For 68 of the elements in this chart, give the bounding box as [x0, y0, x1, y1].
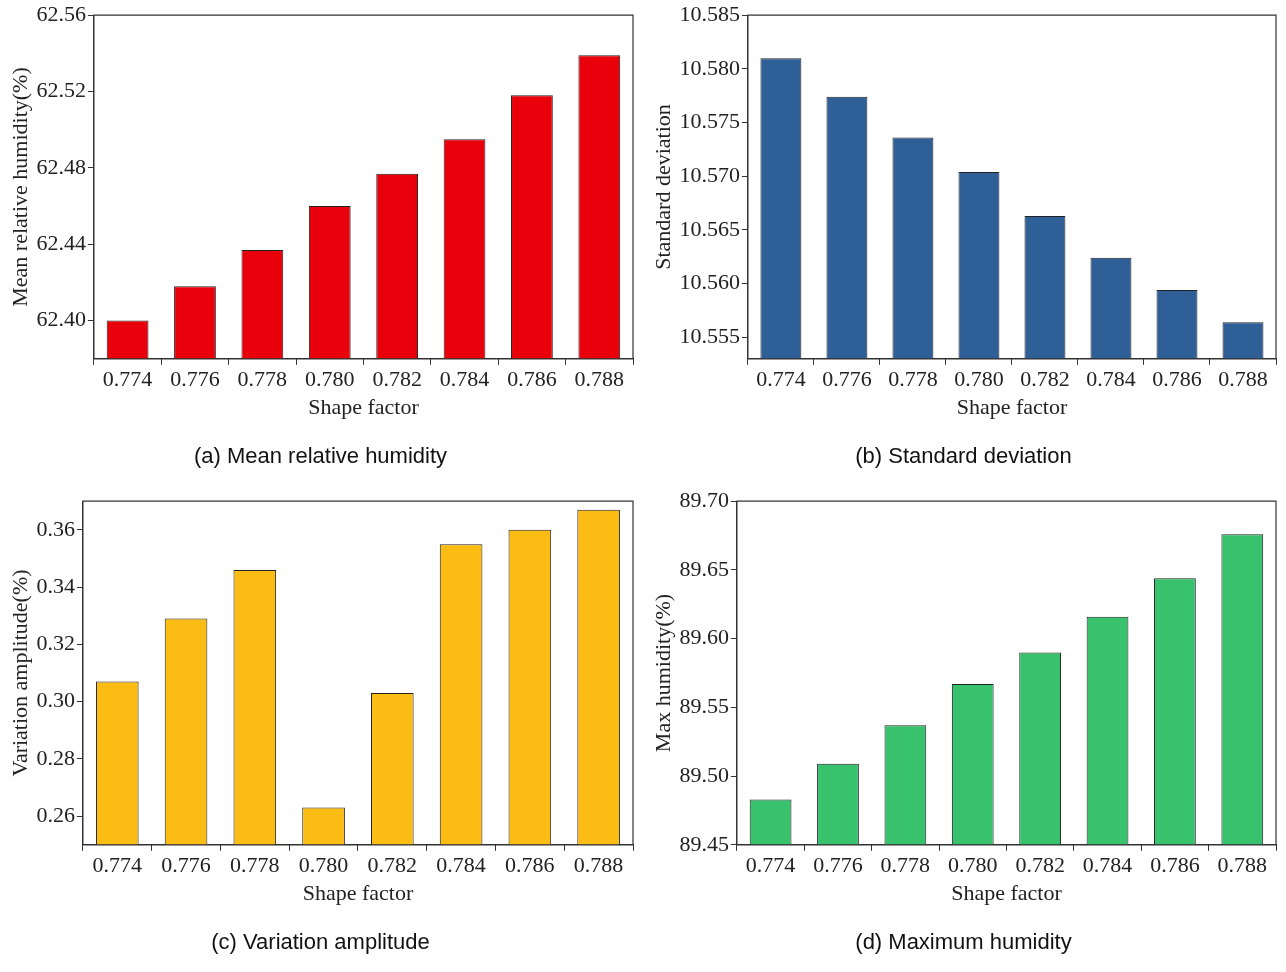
y-axis-title: Max humidity(%) — [649, 593, 675, 753]
y-axis-title: Mean relative humidity(%) — [6, 67, 32, 307]
x-tick-label: 0.784 — [1086, 365, 1136, 391]
x-axis-title: Shape factor — [308, 394, 420, 420]
y-axis-title: Variation amplitude(%) — [6, 569, 32, 777]
text: (d) Maximum humidity — [855, 928, 1072, 954]
y-tick-label: 89.45 — [679, 830, 729, 856]
y-tick-label: 10.570 — [679, 162, 740, 188]
text: (c) Variation amplitude — [211, 928, 430, 954]
y-tick-label: 0.32 — [36, 630, 75, 656]
x-tick-label: 0.776 — [161, 851, 211, 877]
text: (b) Standard deviation — [855, 442, 1072, 468]
x-tick-label: 0.782 — [1020, 365, 1070, 391]
y-tick-label: 89.70 — [679, 486, 729, 512]
y-tick-label: 10.560 — [679, 269, 740, 295]
x-tick-label: 0.788 — [1217, 851, 1268, 877]
y-tick-label: 62.40 — [36, 306, 86, 332]
y-tick-label: 0.28 — [36, 744, 75, 770]
x-tick-label: 0.784 — [1082, 851, 1133, 877]
x-tick-label: 0.786 — [1152, 365, 1202, 391]
x-tick-label: 0.774 — [102, 365, 153, 391]
x-tick-label: 0.786 — [1150, 851, 1200, 877]
y-tick-label: 89.55 — [679, 693, 729, 719]
y-tick-label: 10.565 — [679, 215, 740, 241]
x-axis-title: Shape factor — [956, 394, 1068, 420]
x-tick-label: 0.780 — [954, 365, 1004, 391]
y-tick-label: 10.575 — [679, 108, 740, 134]
y-tick-label: 62.52 — [36, 77, 86, 103]
x-tick-label: 0.786 — [507, 365, 557, 391]
y-tick-label: 10.580 — [679, 54, 740, 80]
text: (a) Mean relative humidity — [193, 442, 448, 468]
x-tick-label: 0.778 — [237, 365, 288, 391]
y-tick-label: 62.44 — [36, 230, 86, 256]
x-tick-label: 0.784 — [439, 365, 490, 391]
x-tick-label: 0.786 — [505, 851, 555, 877]
y-tick-label: 0.34 — [36, 572, 75, 598]
x-tick-label: 0.780 — [948, 851, 998, 877]
x-tick-label: 0.780 — [298, 851, 349, 877]
x-tick-label: 0.788 — [1218, 365, 1268, 391]
y-axis-title: Standard deviation — [649, 104, 675, 270]
y-tick-label: 89.50 — [679, 761, 729, 787]
y-tick-label: 89.65 — [679, 555, 729, 581]
x-axis-title: Shape factor — [951, 880, 1063, 906]
x-tick-label: 0.782 — [372, 365, 422, 391]
y-tick-label: 62.56 — [36, 0, 86, 26]
y-tick-label: 89.60 — [679, 624, 729, 650]
x-tick-label: 0.782 — [1015, 851, 1065, 877]
x-tick-label: 0.774 — [756, 365, 806, 391]
y-tick-label: 0.30 — [36, 687, 75, 713]
x-tick-label: 0.782 — [367, 851, 418, 877]
x-tick-label: 0.774 — [745, 851, 796, 877]
x-tick-label: 0.778 — [230, 851, 280, 877]
y-tick-label: 62.48 — [36, 153, 86, 179]
x-tick-label: 0.778 — [888, 365, 938, 391]
x-tick-label: 0.776 — [813, 851, 863, 877]
x-tick-label: 0.788 — [574, 365, 625, 391]
y-tick-label: 0.26 — [36, 801, 75, 827]
x-axis-title: Shape factor — [302, 880, 414, 906]
x-tick-label: 0.780 — [305, 365, 355, 391]
x-tick-label: 0.776 — [170, 365, 220, 391]
x-tick-label: 0.778 — [880, 851, 931, 877]
x-tick-label: 0.788 — [573, 851, 624, 877]
x-tick-label: 0.776 — [822, 365, 872, 391]
y-tick-label: 10.585 — [679, 0, 740, 26]
y-tick-label: 0.36 — [36, 515, 75, 541]
y-tick-label: 10.555 — [679, 323, 740, 349]
x-tick-label: 0.784 — [436, 851, 486, 877]
x-tick-label: 0.774 — [92, 851, 143, 877]
